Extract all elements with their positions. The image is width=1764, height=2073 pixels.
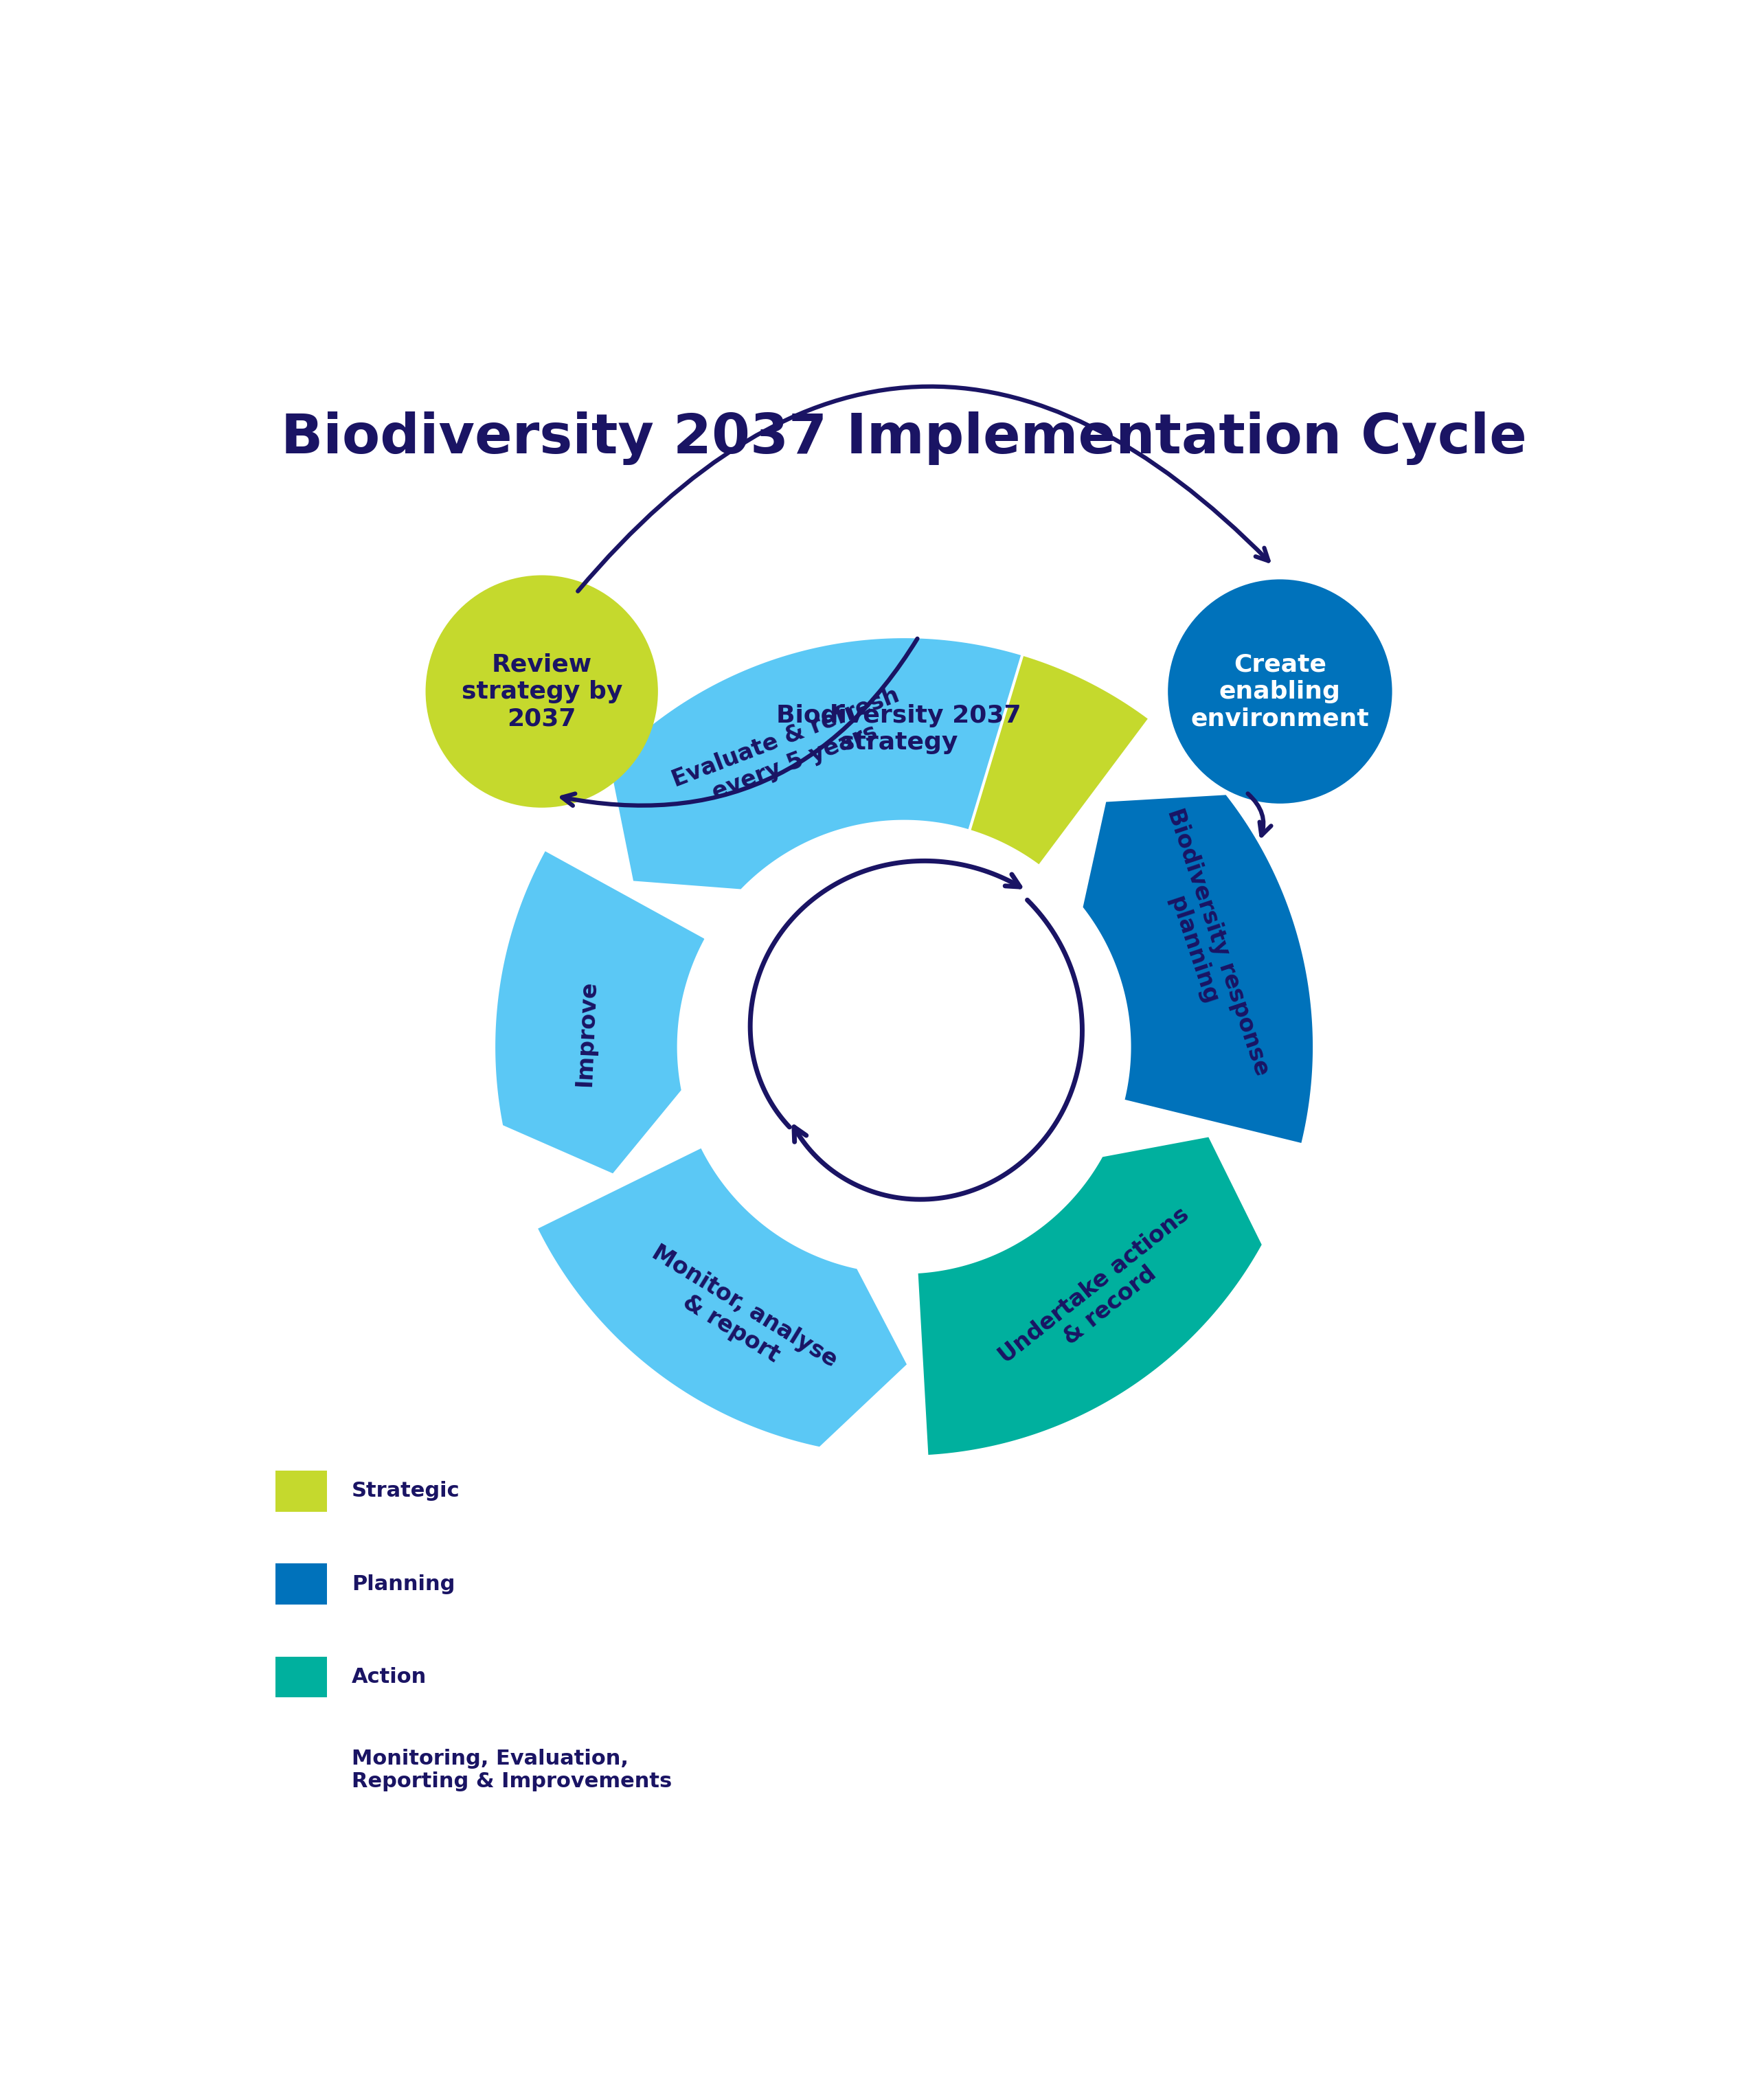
FancyBboxPatch shape <box>275 1656 326 1698</box>
FancyBboxPatch shape <box>275 1563 326 1605</box>
Text: Create
enabling
environment: Create enabling environment <box>1191 653 1369 730</box>
Polygon shape <box>494 850 706 1175</box>
Text: Monitoring, Evaluation,
Reporting & Improvements: Monitoring, Evaluation, Reporting & Impr… <box>351 1748 672 1791</box>
FancyBboxPatch shape <box>275 1470 326 1511</box>
Text: Biodiversity 2037 Implementation Cycle: Biodiversity 2037 Implementation Cycle <box>280 410 1528 464</box>
Polygon shape <box>647 636 1150 871</box>
Text: Undertake actions
& record: Undertake actions & record <box>995 1202 1210 1389</box>
Text: Monitor, analyse
& report: Monitor, analyse & report <box>635 1242 841 1395</box>
Circle shape <box>1168 578 1392 804</box>
Text: Improve: Improve <box>573 978 600 1086</box>
Text: Strategic: Strategic <box>351 1482 460 1501</box>
Polygon shape <box>536 1146 908 1449</box>
Polygon shape <box>609 636 1023 891</box>
Text: Action: Action <box>351 1667 427 1687</box>
Text: Evaluate & refresh
every 5 years: Evaluate & refresh every 5 years <box>669 684 912 817</box>
Text: Biodiversity 2037
strategy: Biodiversity 2037 strategy <box>776 705 1021 755</box>
Text: Planning: Planning <box>351 1573 455 1594</box>
Polygon shape <box>917 1136 1263 1457</box>
FancyBboxPatch shape <box>275 1750 326 1791</box>
Circle shape <box>425 574 658 808</box>
Polygon shape <box>1081 794 1314 1144</box>
Text: Review
strategy by
2037: Review strategy by 2037 <box>460 653 623 730</box>
Text: Biodiversity response
planning: Biodiversity response planning <box>1138 804 1274 1086</box>
